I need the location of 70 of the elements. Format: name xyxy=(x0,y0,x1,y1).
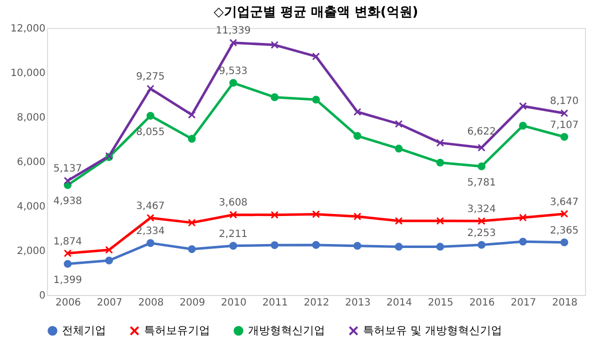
x-tick-label: 2012 xyxy=(304,298,330,308)
point xyxy=(394,216,403,225)
data-label: 5,781 xyxy=(467,177,496,188)
data-label: 6,622 xyxy=(467,126,496,138)
point xyxy=(105,246,113,254)
point xyxy=(270,41,279,49)
data-label: 2,334 xyxy=(136,226,165,238)
x-tick-label: 2006 xyxy=(55,298,81,308)
point xyxy=(64,249,72,258)
point xyxy=(560,210,568,218)
x-tick-label: 2018 xyxy=(552,298,578,308)
data-label: 1,399 xyxy=(53,274,82,286)
point xyxy=(560,109,568,118)
point xyxy=(188,218,196,227)
x-tick-label: 2009 xyxy=(180,298,206,308)
x-tick-label: 2017 xyxy=(510,298,536,308)
point xyxy=(519,102,527,110)
data-label: 2,253 xyxy=(467,228,496,239)
point xyxy=(353,212,362,220)
x-tick-label: 2008 xyxy=(138,298,164,308)
x-tick-label: 2011 xyxy=(262,298,288,308)
y-tick-label: 4,000 xyxy=(16,202,46,212)
y-tick-label: 10,000 xyxy=(10,68,46,79)
legend-label: 특허보유기업 xyxy=(144,324,210,337)
point xyxy=(478,144,486,152)
x-tick-label: 2015 xyxy=(428,298,454,308)
point xyxy=(353,108,362,116)
y-tick-label: 6,000 xyxy=(16,157,46,168)
y-tick-label: 8,000 xyxy=(16,112,46,124)
point xyxy=(146,214,154,222)
y-tick-label: 0 xyxy=(39,290,46,302)
data-label: 2,365 xyxy=(550,225,579,236)
point xyxy=(312,210,320,218)
x-tick-label: 2014 xyxy=(386,298,412,308)
x-tick-label: 2013 xyxy=(345,298,371,308)
data-label: 5,137 xyxy=(53,164,82,175)
data-label: 3,324 xyxy=(467,204,496,216)
data-label: 3,647 xyxy=(550,196,579,208)
data-label: 1,874 xyxy=(53,236,82,248)
legend-label: 전체기업 xyxy=(62,324,106,337)
data-label: 9,275 xyxy=(136,72,165,83)
data-label: 3,467 xyxy=(136,200,165,212)
x-tick-label: 2016 xyxy=(469,298,495,308)
data-label: 4,938 xyxy=(53,196,82,208)
x-tick-label: 2007 xyxy=(96,298,122,308)
point xyxy=(312,52,320,60)
data-label: 8,170 xyxy=(550,96,579,108)
point xyxy=(519,214,527,222)
point xyxy=(394,120,403,128)
point xyxy=(478,217,486,225)
chart-title: ◇기업군별 평균 매출액 변화(억원) xyxy=(214,5,418,20)
data-label: 8,055 xyxy=(136,126,165,138)
point xyxy=(64,176,72,185)
legend-label: 특허보유 및 개방형혁신기업 xyxy=(363,324,502,337)
x-tick-label: 2010 xyxy=(221,298,246,308)
point xyxy=(229,38,238,47)
point xyxy=(229,210,238,219)
data-label: 7,107 xyxy=(550,120,579,131)
point xyxy=(436,216,444,225)
y-tick-label: 12,000 xyxy=(10,24,46,34)
point xyxy=(188,110,196,119)
point xyxy=(436,138,444,147)
y-tick-label: 2,000 xyxy=(16,246,46,257)
data-label: 11,339 xyxy=(216,26,251,37)
data-label: 2,211 xyxy=(218,228,248,240)
legend-label: 개방형혁신기업 xyxy=(248,324,325,337)
data-label: 9,533 xyxy=(218,66,248,77)
point xyxy=(146,84,154,93)
data-label: 3,608 xyxy=(218,198,248,209)
point xyxy=(270,210,279,219)
